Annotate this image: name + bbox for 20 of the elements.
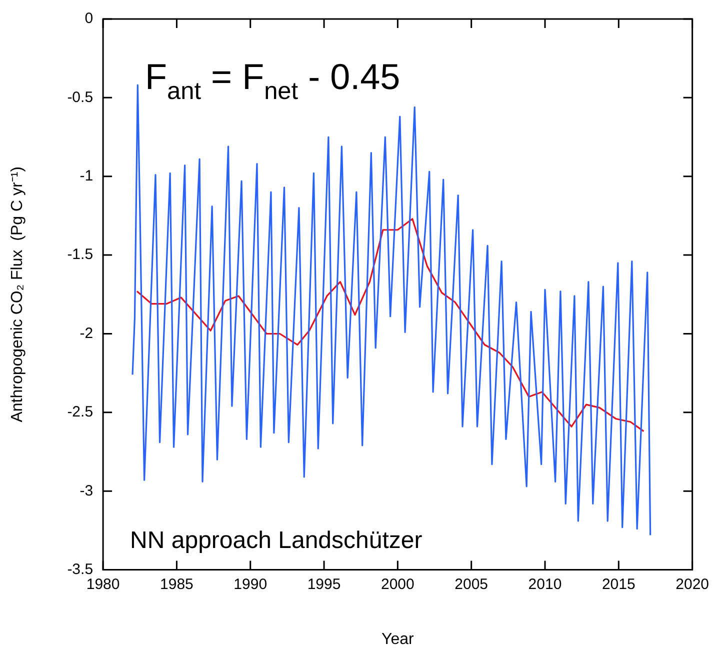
x-tick-label: 1995 — [307, 576, 341, 593]
x-tick-label: 2005 — [454, 576, 488, 593]
y-tick-label: -0.5 — [67, 88, 94, 106]
x-tick-label: 1985 — [160, 576, 194, 593]
y-tick-label: -1.5 — [67, 246, 94, 264]
y-tick-label: -3 — [80, 482, 94, 500]
x-tick-label: 2015 — [602, 576, 636, 593]
annotation: NN approach Landschützer — [130, 526, 422, 554]
y-tick-label: -2 — [80, 324, 94, 342]
x-tick-label: 2000 — [380, 576, 414, 593]
x-axis-title: Year — [382, 630, 415, 648]
x-tick-label: 1990 — [234, 576, 268, 593]
x-tick-label: 2010 — [528, 576, 562, 593]
x-tick-label: 2020 — [676, 576, 710, 593]
y-tick-label: -2.5 — [67, 404, 94, 421]
y-tick-label: 0 — [84, 10, 94, 28]
y-axis-title: Anthropogenic CO₂ Flux (Pg C yr⁻¹) — [9, 166, 26, 422]
y-tick-label: -1 — [80, 168, 94, 185]
x-tick-label: 1980 — [86, 576, 120, 593]
y-tick-label: -3.5 — [67, 560, 94, 578]
